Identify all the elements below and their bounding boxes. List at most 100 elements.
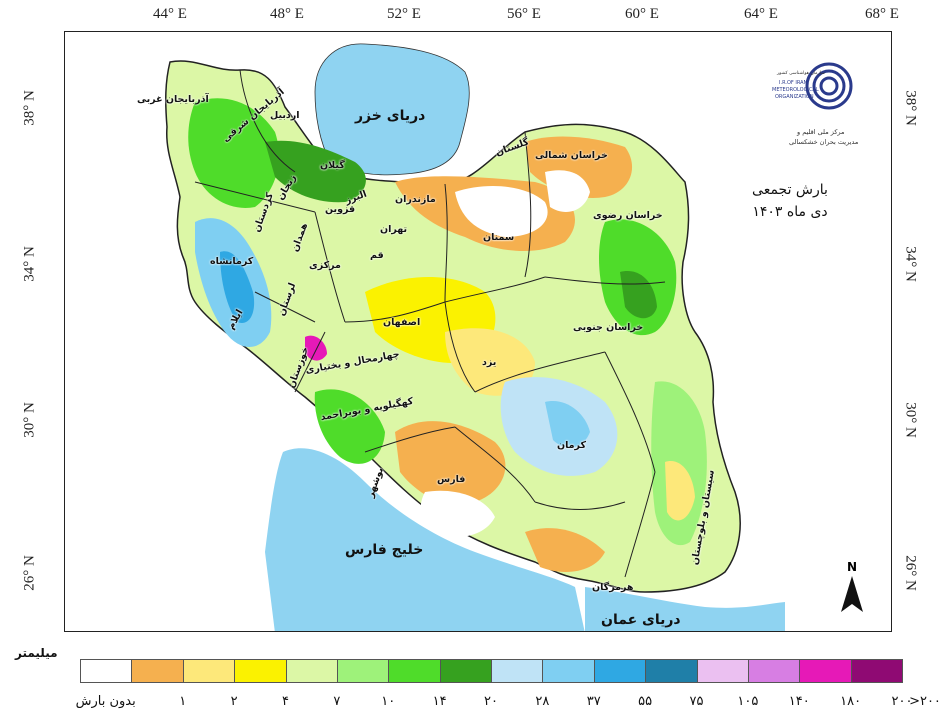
lon-label: 52° E	[387, 6, 421, 22]
province-label: قزوین	[325, 204, 356, 215]
legend-swatch	[696, 659, 749, 683]
svg-text:مدیریت بحران خشکسالی: مدیریت بحران خشکسالی	[789, 138, 858, 146]
zone-orange-fars	[395, 421, 506, 505]
zone-green-south	[314, 389, 385, 464]
legend-label: ۱۴	[432, 694, 447, 709]
legend-label-max: >۲۰۰	[909, 694, 941, 709]
province-label: هرمزگان	[592, 582, 634, 593]
legend-swatch	[593, 659, 647, 683]
map-title-line1: بارش تجمعی	[752, 182, 828, 198]
zone-blue-kerman-2	[545, 401, 590, 448]
north-label: N	[846, 560, 858, 574]
zone-blue-dark	[220, 251, 255, 323]
lat-label: 30° N	[21, 402, 38, 438]
meteorology-logo: سازمان هواشناسی کشور I.R.OF IRAN METEORO…	[757, 54, 862, 154]
zone-yellow-sistan	[665, 461, 695, 521]
lat-label: 26° N	[21, 555, 38, 591]
lat-label: 30° N	[902, 402, 919, 438]
lon-label: 48° E	[270, 6, 304, 22]
zone-white-fars	[420, 490, 495, 537]
lon-label: 56° E	[507, 6, 541, 22]
lat-label: 38° N	[21, 90, 38, 126]
lat-label: 26° N	[902, 555, 919, 591]
zone-yellow-2	[445, 328, 535, 396]
province-boundaries	[194, 69, 666, 578]
legend-swatch	[336, 659, 390, 683]
lon-label: 44° E	[153, 6, 187, 22]
legend-label: ۱	[179, 694, 187, 709]
legend-swatch	[542, 659, 595, 683]
legend-unit: میلیمتر	[15, 646, 58, 660]
lat-label: 38° N	[902, 90, 919, 126]
oman-sea-label: دریای عمان	[601, 612, 681, 628]
legend-swatch	[747, 659, 801, 683]
svg-text:مرکز ملی اقلیم و: مرکز ملی اقلیم و	[796, 128, 845, 136]
legend-label: ۱۰	[381, 694, 396, 709]
legend-swatch	[80, 659, 133, 683]
legend-swatch	[491, 659, 544, 683]
zone-purple-peak	[305, 335, 327, 361]
legend-swatch	[234, 659, 287, 683]
persian-gulf	[265, 448, 585, 631]
legend-label: ۴	[282, 694, 289, 709]
legend-label: ۲۰۰	[891, 694, 913, 709]
lat-label: 34° N	[21, 246, 38, 282]
map-title: بارش تجمعی دی ماه ۱۴۰۳	[745, 179, 835, 223]
persian-gulf-label: خلیج فارس	[345, 542, 424, 558]
province-label: مازندران	[395, 194, 436, 205]
legend-label: ۱۸۰	[840, 694, 862, 709]
legend-label: ۲۰	[484, 694, 498, 709]
legend-label: ۳۷	[586, 694, 601, 709]
north-arrow-icon	[841, 576, 863, 612]
zone-green-dark-east	[620, 271, 657, 319]
lon-label: 64° E	[744, 6, 778, 22]
north-arrow: N	[837, 560, 867, 620]
province-label: مرکزی	[309, 260, 341, 271]
province-label: قم	[370, 250, 384, 261]
province-label: خراسان شمالی	[535, 150, 608, 161]
logo-icon: سازمان هواشناسی کشور I.R.OF IRAN METEORO…	[772, 62, 858, 146]
lat-label: 34° N	[902, 246, 919, 282]
legend-label: ۷۵	[689, 694, 704, 709]
legend-swatch	[388, 659, 441, 683]
svg-text:ORGANIZATION: ORGANIZATION	[775, 94, 814, 100]
zone-green-north	[265, 140, 366, 203]
legend-label: ۱۰۵	[737, 694, 759, 709]
legend-swatch	[285, 659, 338, 683]
province-label: کرمان	[557, 440, 586, 451]
legend-label: ۷	[333, 694, 341, 709]
zone-white-khorasan	[545, 170, 590, 212]
legend-label: ۲	[230, 694, 238, 709]
legend-label: ۵۵	[638, 694, 653, 709]
province-label: گیلان	[320, 160, 345, 171]
legend-swatch	[131, 659, 184, 683]
province-label: سمنان	[483, 232, 515, 243]
map-frame: دریای خزر خلیج فارس دریای عمان آذربایجان…	[64, 31, 892, 632]
province-label: آذربایجان غربی	[137, 94, 209, 105]
oman-sea	[585, 587, 785, 631]
province-label: اردبیل	[270, 110, 300, 121]
province-label: یزد	[482, 357, 497, 368]
precipitation-legend	[80, 659, 903, 683]
svg-text:I.R.OF IRAN: I.R.OF IRAN	[779, 80, 808, 86]
caspian-label: دریای خزر	[355, 108, 426, 124]
legend-label: ۲۸	[535, 694, 550, 709]
precipitation-map	[165, 43, 785, 631]
zone-white-semnan	[455, 186, 548, 237]
province-label: خراسان جنوبی	[573, 322, 644, 333]
legend-swatch	[799, 659, 852, 683]
svg-text:سازمان هواشناسی کشور: سازمان هواشناسی کشور	[776, 70, 825, 76]
province-label: تهران	[380, 224, 408, 235]
province-label: خراسان رضوی	[593, 210, 663, 221]
legend-label: بدون بارش	[75, 694, 136, 709]
province-label: کرمانشاه	[210, 256, 254, 267]
province-label: فارس	[437, 474, 466, 485]
legend-swatch	[645, 659, 698, 683]
legend-swatch	[850, 659, 903, 683]
map-title-line2: دی ماه ۱۴۰۳	[752, 204, 828, 220]
lon-label: 60° E	[625, 6, 659, 22]
legend-swatch	[439, 659, 492, 683]
province-label: اصفهان	[383, 317, 421, 328]
legend-label: ۱۴۰	[788, 694, 810, 709]
zone-orange-hormozgan	[525, 528, 605, 572]
